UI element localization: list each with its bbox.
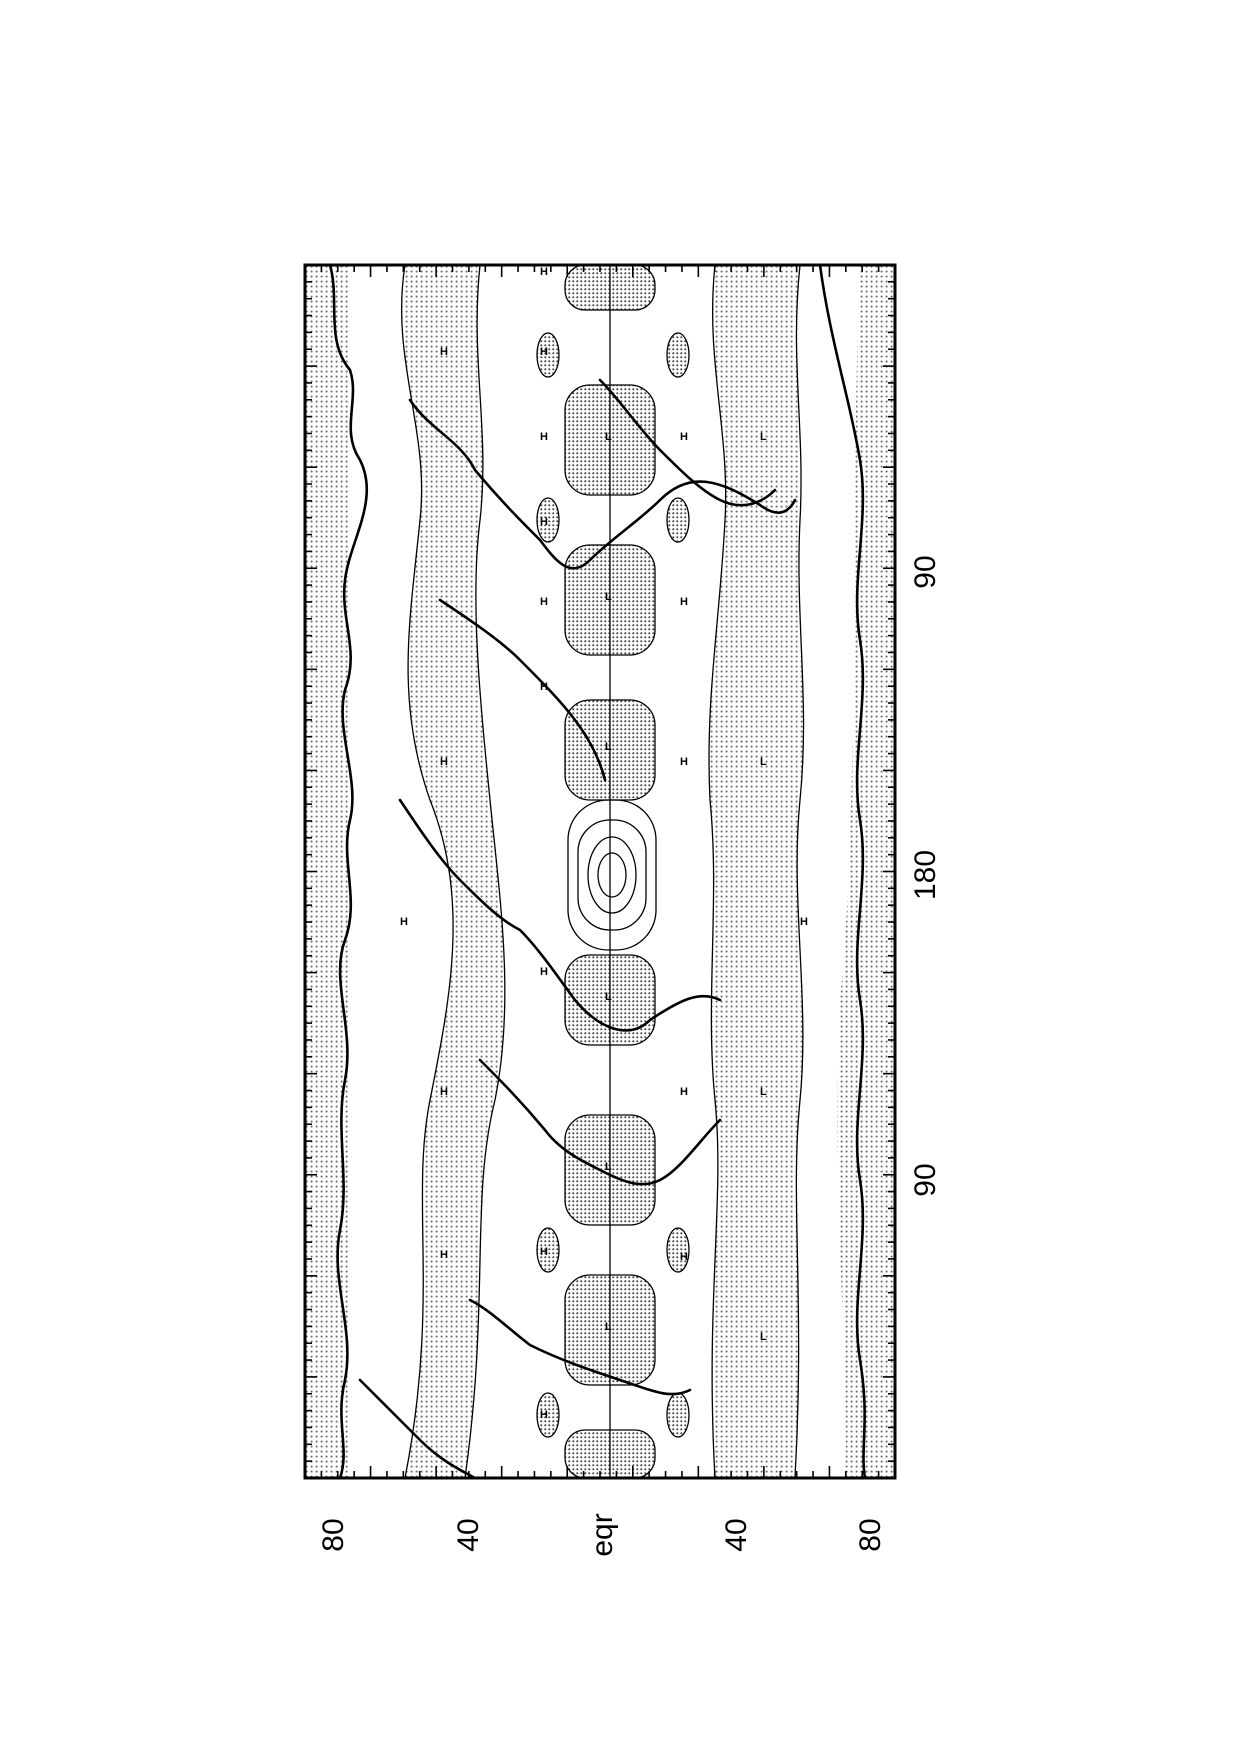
low-marker: L — [760, 756, 767, 768]
small-cell-h — [666, 1392, 690, 1438]
small-cell-e — [536, 1227, 560, 1273]
high-marker: H — [540, 1409, 548, 1421]
high-marker: H — [540, 266, 548, 278]
high-marker: H — [680, 1086, 688, 1098]
low-marker: L — [605, 1321, 612, 1333]
high-marker: H — [540, 516, 548, 528]
central-contours — [567, 799, 657, 951]
lon-label-90e: 90 — [909, 555, 942, 588]
low-marker: L — [760, 1331, 767, 1343]
high-marker: H — [800, 916, 808, 928]
high-marker: H — [440, 346, 448, 358]
high-marker: H — [680, 1251, 688, 1263]
small-cell-d — [666, 497, 690, 543]
polar-band-south — [837, 265, 895, 1478]
lat-label-40s: 40 — [720, 1518, 753, 1551]
low-marker: L — [760, 431, 767, 443]
high-marker: H — [440, 1086, 448, 1098]
low-marker: L — [760, 1086, 767, 1098]
frame-ticks — [305, 265, 895, 1478]
high-marker: H — [540, 681, 548, 693]
low-marker: L — [605, 431, 612, 443]
high-marker: H — [680, 756, 688, 768]
high-marker: H — [680, 431, 688, 443]
small-cell-a — [536, 332, 560, 378]
high-marker: H — [440, 1249, 448, 1261]
high-marker: H — [400, 916, 408, 928]
high-marker: H — [540, 1246, 548, 1258]
lat-label-80s: 80 — [854, 1518, 887, 1551]
high-marker: H — [540, 431, 548, 443]
pressure-markers: H H H H H H H H H L L L L L L H H H H H … — [400, 266, 808, 1421]
small-cell-b — [666, 332, 690, 378]
coastlines — [328, 265, 867, 1478]
low-marker: L — [605, 591, 612, 603]
small-cell-g — [536, 1392, 560, 1438]
band-contours — [400, 265, 805, 1478]
high-marker: H — [540, 596, 548, 608]
low-marker: L — [605, 1161, 612, 1173]
band-south-midlat — [708, 265, 804, 1478]
lon-label-90w: 90 — [909, 1163, 942, 1196]
high-marker: H — [540, 966, 548, 978]
low-marker: L — [605, 991, 612, 1003]
small-cell-c — [536, 497, 560, 543]
high-marker: H — [440, 756, 448, 768]
lat-label-equator: eqr — [586, 1513, 619, 1556]
high-marker: H — [540, 346, 548, 358]
small-cell-f — [666, 1227, 690, 1273]
lon-label-180: 180 — [909, 850, 942, 900]
lat-label-80n: 80 — [317, 1518, 350, 1551]
lat-label-40n: 40 — [452, 1518, 485, 1551]
low-marker: L — [605, 741, 612, 753]
high-marker: H — [680, 596, 688, 608]
